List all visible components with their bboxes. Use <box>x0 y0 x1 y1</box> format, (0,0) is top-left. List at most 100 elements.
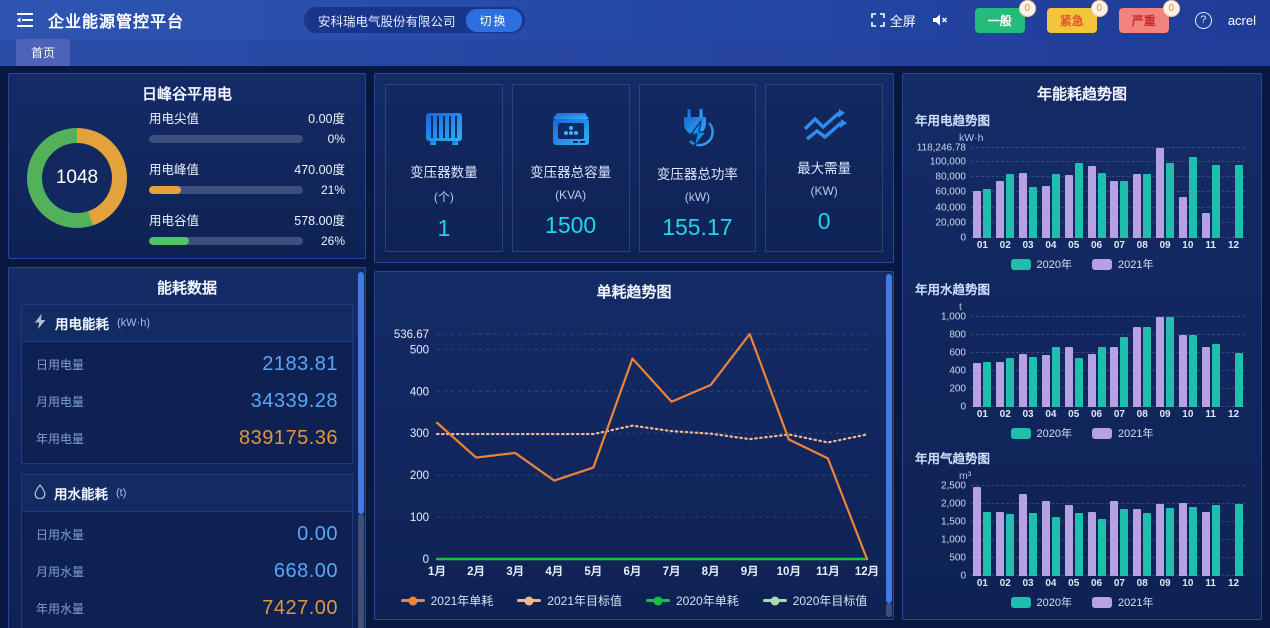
legend-item-2020年[interactable]: 2020年 <box>1010 256 1072 272</box>
yearly-water-title: 年用水趋势图 <box>915 283 991 297</box>
bar-2021年 <box>1156 317 1165 407</box>
fullscreen-button[interactable]: 全屏 <box>870 11 916 30</box>
bar-group <box>1108 486 1131 576</box>
trend-arrows-icon <box>801 107 848 150</box>
yearly-energy-title: 年能耗趋势图 <box>1036 86 1127 103</box>
stat-card-label: 变压器总容量 <box>530 165 612 180</box>
gridline <box>971 370 1245 371</box>
mute-icon[interactable] <box>932 13 949 27</box>
stat-card: 最大需量 (KW) 0 <box>765 84 883 252</box>
power-plug-icon <box>676 107 718 156</box>
bar-2020年 <box>1097 519 1106 576</box>
svg-text:11月: 11月 <box>816 565 840 578</box>
bar-2021年 <box>1019 493 1028 576</box>
gridline <box>971 221 1245 223</box>
bar-2020年 <box>983 362 992 407</box>
middle-scrollbar[interactable] <box>886 274 892 617</box>
alarm-badge-严重[interactable]: 严重 0 <box>1118 0 1180 33</box>
energy-section: 用电能耗 (kW·h) 日用电量 2183.81 月用电量 34339.28 年用电量 839… <box>21 304 353 464</box>
bar-2020年 <box>1006 513 1015 576</box>
x-axis-tick: 07 <box>1113 409 1125 420</box>
top-header: 企业能源管控平台 安科瑞电气股份有限公司 切换 全屏 一般 0 紧急 0 严重 0 ? a… <box>0 0 1270 40</box>
company-selector: 安科瑞电气股份有限公司 切换 <box>304 7 525 33</box>
alarm-count: 0 <box>1018 0 1036 17</box>
peak-row: 用电峰值 470.00度 21% <box>149 159 345 197</box>
energy-row-value: 2183.81 <box>262 353 338 375</box>
gridline <box>971 521 1245 522</box>
x-axis-tick: 12 <box>1227 240 1240 251</box>
legend-item-2021年单耗[interactable]: 2021年单耗 <box>400 592 493 609</box>
dashboard-content: 日峰谷平用电 1048 用电尖值 0.00度 0% 用电峰值 470.00度 21% 用电谷… <box>0 66 1270 628</box>
yearly-gas-chart: 2,500 2,000 1,500 1,000 500 0 01 02 03 04 05 06 07 08… <box>913 481 1251 591</box>
stat-card-label: 变压器数量 <box>410 165 478 180</box>
bar-2020年 <box>1234 353 1243 407</box>
legend-item-2020年[interactable]: 2020年 <box>1010 594 1072 610</box>
bar-2021年 <box>1133 174 1142 238</box>
gridline <box>971 352 1245 353</box>
x-axis-tick: 07 <box>1113 240 1125 251</box>
peak-row-value: 470.00度 <box>294 163 345 177</box>
energy-section: 用水能耗 (t) 日用水量 0.00 月用水量 668.00 年用水量 7427.00 <box>21 474 353 628</box>
alarm-badges: 一般 0 紧急 0 严重 0 <box>974 0 1180 33</box>
left-scrollbar[interactable] <box>358 272 364 628</box>
bar-group <box>1176 486 1199 576</box>
bar-group <box>1062 486 1085 576</box>
peak-row-percent: 0% <box>327 132 345 146</box>
bar-2021年 <box>1087 511 1096 576</box>
legend-item-2020年单耗[interactable]: 2020年单耗 <box>646 592 739 609</box>
yearly-gas-legend: 2020年 2021年 <box>913 591 1251 615</box>
bar-group <box>1039 317 1062 407</box>
bar-2020年 <box>1120 508 1129 576</box>
fullscreen-label: 全屏 <box>889 13 916 29</box>
peak-row-value: 0.00度 <box>308 112 345 126</box>
svg-text:3月: 3月 <box>506 565 524 578</box>
legend-item-2021年[interactable]: 2021年 <box>1092 256 1153 272</box>
stat-card-value: 155.17 <box>662 214 733 240</box>
progress-track <box>149 237 303 245</box>
legend-item-2020年[interactable]: 2020年 <box>1010 425 1072 441</box>
bar-2020年 <box>1234 503 1243 576</box>
energy-row-value: 7427.00 <box>262 597 338 619</box>
help-icon[interactable]: ? <box>1194 11 1212 29</box>
tab-home[interactable]: 首页 <box>16 39 71 66</box>
bar-2021年 <box>1133 509 1142 576</box>
alarm-badge-一般[interactable]: 一般 0 <box>974 0 1036 33</box>
yearly-electric-title: 年用电趋势图 <box>915 114 991 128</box>
bar-2020年 <box>1143 326 1152 407</box>
gridline <box>971 237 1245 238</box>
bar-group <box>1222 148 1245 238</box>
x-axis-tick: 09 <box>1159 578 1171 589</box>
legend-item-2020年目标值[interactable]: 2020年目标值 <box>762 592 867 609</box>
bar-group <box>1154 486 1177 576</box>
stat-card-value: 1 <box>437 215 451 241</box>
bar-2021年 <box>973 362 982 407</box>
x-axis-tick: 10 <box>1182 409 1194 420</box>
alarm-badge-紧急[interactable]: 紧急 0 <box>1046 0 1108 33</box>
bar-group <box>971 317 994 407</box>
x-axis-tick: 12 <box>1227 578 1240 589</box>
x-axis-tick: 04 <box>1045 409 1057 420</box>
bar-group <box>1062 148 1085 238</box>
donut-total: 1048 <box>55 167 99 188</box>
legend-item-2021年[interactable]: 2021年 <box>1092 594 1153 610</box>
y-axis-tick: 0 <box>960 401 966 413</box>
legend-item-2021年目标值[interactable]: 2021年目标值 <box>517 592 622 609</box>
x-axis-tick: 05 <box>1068 240 1080 251</box>
bar-group <box>994 317 1017 407</box>
bar-2021年 <box>1133 326 1142 407</box>
energy-row-label: 月用水量 <box>36 565 85 579</box>
switch-company-button[interactable]: 切换 <box>465 8 522 32</box>
svg-text:4月: 4月 <box>545 565 563 578</box>
bar-2020年 <box>1097 347 1106 407</box>
bar-group <box>1154 148 1177 238</box>
legend-item-2021年[interactable]: 2021年 <box>1092 425 1153 441</box>
energy-section-name: 用水能耗 <box>54 487 108 502</box>
lightning-icon <box>34 314 47 332</box>
peak-valley-title: 日峰谷平用电 <box>141 86 232 103</box>
bar-group <box>1108 317 1131 407</box>
x-axis-tick: 02 <box>999 578 1011 589</box>
username[interactable]: acrel <box>1227 12 1256 28</box>
x-axis-tick: 03 <box>1022 409 1034 420</box>
menu-fold-icon[interactable] <box>14 9 36 31</box>
energy-section-unit: (t) <box>116 487 127 499</box>
